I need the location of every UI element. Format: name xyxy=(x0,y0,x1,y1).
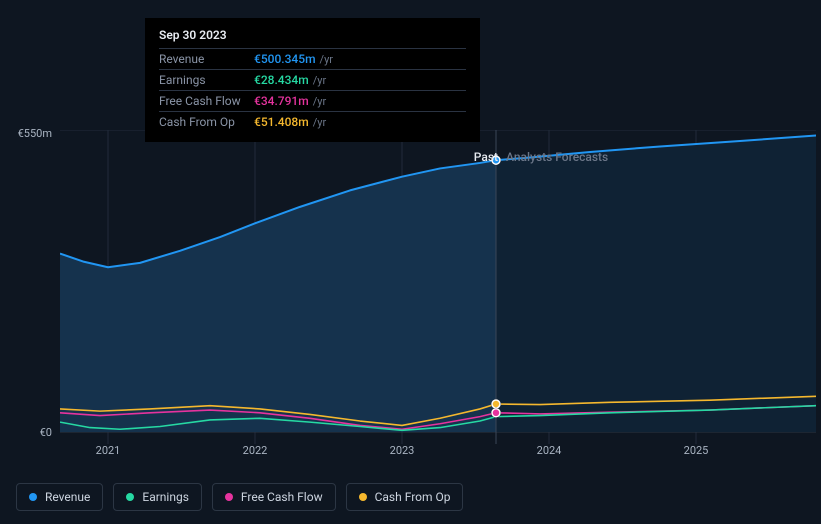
zone-label-forecast: Analysts Forecasts xyxy=(506,150,608,164)
x-axis-year: 2022 xyxy=(243,444,268,457)
legend-label: Earnings xyxy=(142,490,189,504)
tooltip-row-unit: /yr xyxy=(313,95,326,108)
legend-item[interactable]: Free Cash Flow xyxy=(212,483,336,511)
legend-dot-icon xyxy=(126,493,134,501)
tooltip-row: Earnings€28.434m/yr xyxy=(159,69,466,90)
tooltip-row-value: €500.345m xyxy=(254,52,316,66)
x-axis-year: 2024 xyxy=(537,444,562,457)
legend-item[interactable]: Earnings xyxy=(113,483,202,511)
tooltip-row: Free Cash Flow€34.791m/yr xyxy=(159,90,466,111)
chart-legend: Revenue Earnings Free Cash Flow Cash From O… xyxy=(16,483,463,511)
tooltip-row-value: €51.408m xyxy=(254,115,309,129)
tooltip-row: Revenue€500.345m/yr xyxy=(159,48,466,69)
legend-item[interactable]: Cash From Op xyxy=(346,483,464,511)
y-axis-max: €550m xyxy=(16,127,52,140)
chart-svg[interactable] xyxy=(60,130,816,445)
tooltip-row-label: Earnings xyxy=(159,73,254,87)
x-axis-year: 2023 xyxy=(390,444,415,457)
legend-dot-icon xyxy=(225,493,233,501)
chart-tooltip: Sep 30 2023 Revenue€500.345m/yrEarnings€… xyxy=(145,18,480,142)
x-axis-year: 2021 xyxy=(96,444,121,457)
legend-item[interactable]: Revenue xyxy=(16,483,103,511)
legend-label: Cash From Op xyxy=(375,490,451,504)
y-axis-min: €0 xyxy=(16,426,52,439)
tooltip-row-unit: /yr xyxy=(313,74,326,87)
financial-chart: €550m €0 20212022202320242025 xyxy=(16,130,806,445)
tooltip-row-label: Free Cash Flow xyxy=(159,94,254,108)
tooltip-row-label: Revenue xyxy=(159,52,254,66)
tooltip-row-value: €28.434m xyxy=(254,73,309,87)
legend-label: Revenue xyxy=(45,490,90,504)
legend-label: Free Cash Flow xyxy=(241,490,323,504)
x-axis-year: 2025 xyxy=(684,444,709,457)
tooltip-date: Sep 30 2023 xyxy=(159,28,466,42)
tooltip-row-label: Cash From Op xyxy=(159,115,254,129)
tooltip-row-unit: /yr xyxy=(313,116,326,129)
zone-label-past: Past xyxy=(462,150,498,164)
tooltip-row: Cash From Op€51.408m/yr xyxy=(159,111,466,132)
tooltip-row-unit: /yr xyxy=(320,53,333,66)
legend-dot-icon xyxy=(29,493,37,501)
tooltip-row-value: €34.791m xyxy=(254,94,309,108)
legend-dot-icon xyxy=(359,493,367,501)
